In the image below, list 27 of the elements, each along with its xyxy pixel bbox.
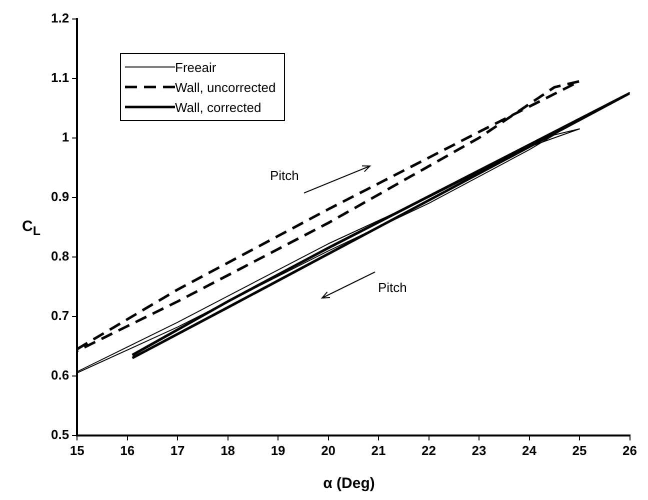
- y-tick-label: 1.1: [50, 70, 70, 85]
- annotation: Pitch: [378, 280, 407, 295]
- x-tick-label: 26: [622, 442, 638, 458]
- x-tick-label: 19: [270, 442, 286, 458]
- y-tick-label: 0.8: [50, 248, 70, 264]
- y-tick-label: 0.7: [50, 308, 70, 323]
- x-axis-title: α (Deg): [322, 475, 376, 492]
- x-tick-label: 20: [321, 442, 336, 458]
- y-axis-title: C$_{L}$: [22, 218, 40, 238]
- annotation: Pitch: [270, 168, 299, 183]
- x-tick-label: 18: [220, 442, 236, 458]
- x-tick-label: 16: [120, 442, 135, 458]
- legend-label: Wall, corrected: [175, 100, 262, 114]
- x-tick-label: 21: [371, 442, 386, 458]
- x-tick-label: 24: [522, 442, 538, 458]
- legend-label: Wall, uncorrected: [175, 80, 276, 94]
- y-tick-label: 0.9: [50, 188, 70, 204]
- x-tick-label: 17: [170, 442, 185, 458]
- x-tick-label: 22: [422, 442, 436, 458]
- y-tick-label: 0.5: [50, 426, 70, 442]
- x-tick-label: 25: [572, 442, 587, 458]
- x-tick-label: 23: [472, 442, 486, 458]
- legend-label: Freeair: [175, 60, 216, 74]
- y-tick-label: 1.2: [50, 10, 70, 26]
- x-tick-label: 15: [70, 442, 84, 458]
- y-tick-label: 0.6: [50, 367, 70, 382]
- y-tick-label: 1: [62, 129, 70, 144]
